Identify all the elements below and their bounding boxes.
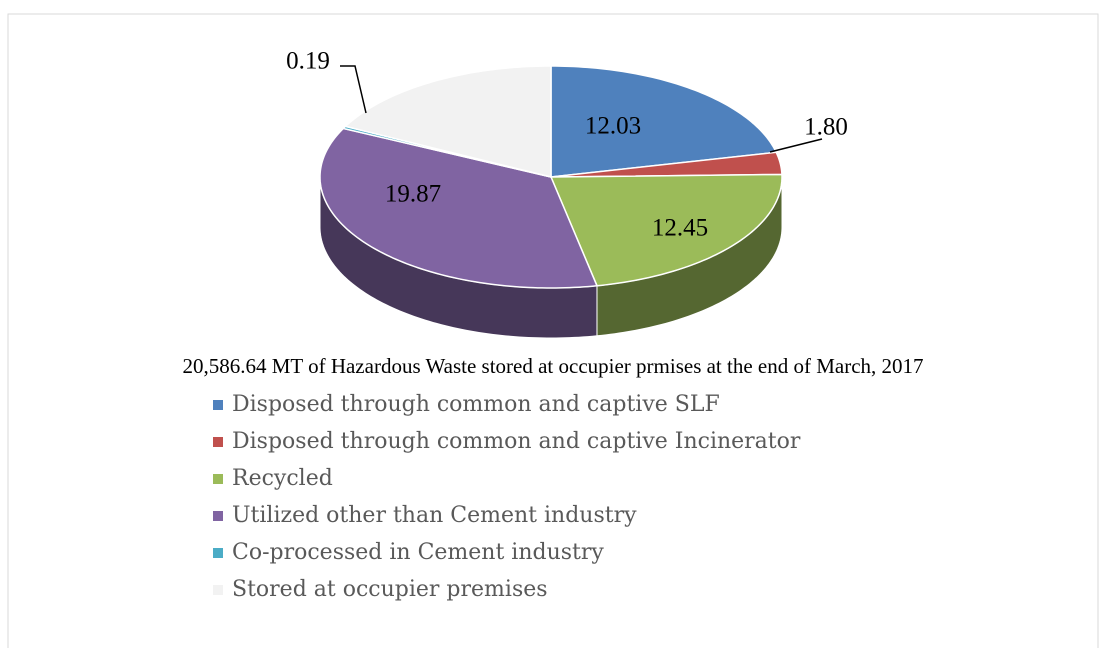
- legend-swatch: [213, 474, 223, 484]
- data-label: 12.03: [585, 113, 641, 140]
- legend-label: Stored at occupier premises: [232, 577, 548, 602]
- pie-slice: [319, 127, 599, 289]
- legend-swatch: [213, 585, 223, 595]
- pie-slice: [549, 173, 783, 287]
- legend-label: Disposed through common and captive Inci…: [232, 429, 801, 454]
- legend-label: Disposed through common and captive SLF: [232, 392, 720, 417]
- leader-line: [340, 65, 367, 114]
- pie-slice: [343, 65, 552, 178]
- legend-label: Co-processed in Cement industry: [232, 540, 604, 565]
- leader-line: [769, 138, 823, 153]
- pie-slice: [550, 151, 783, 178]
- chart-title: 20,586.64 MT of Hazardous Waste stored a…: [182, 354, 923, 378]
- pie-slice: [550, 65, 778, 178]
- data-label: 0.19: [286, 48, 330, 75]
- legend-swatch: [213, 511, 223, 521]
- legend-label: Utilized other than Cement industry: [232, 503, 637, 528]
- data-label: 12.45: [652, 215, 708, 242]
- data-label: 1.80: [804, 114, 848, 141]
- legend-swatch: [213, 548, 223, 558]
- legend-swatch: [213, 437, 223, 447]
- data-label: 19.87: [385, 181, 441, 208]
- legend-label: Recycled: [232, 466, 333, 491]
- pie: [319, 65, 783, 339]
- legend-swatch: [213, 400, 223, 410]
